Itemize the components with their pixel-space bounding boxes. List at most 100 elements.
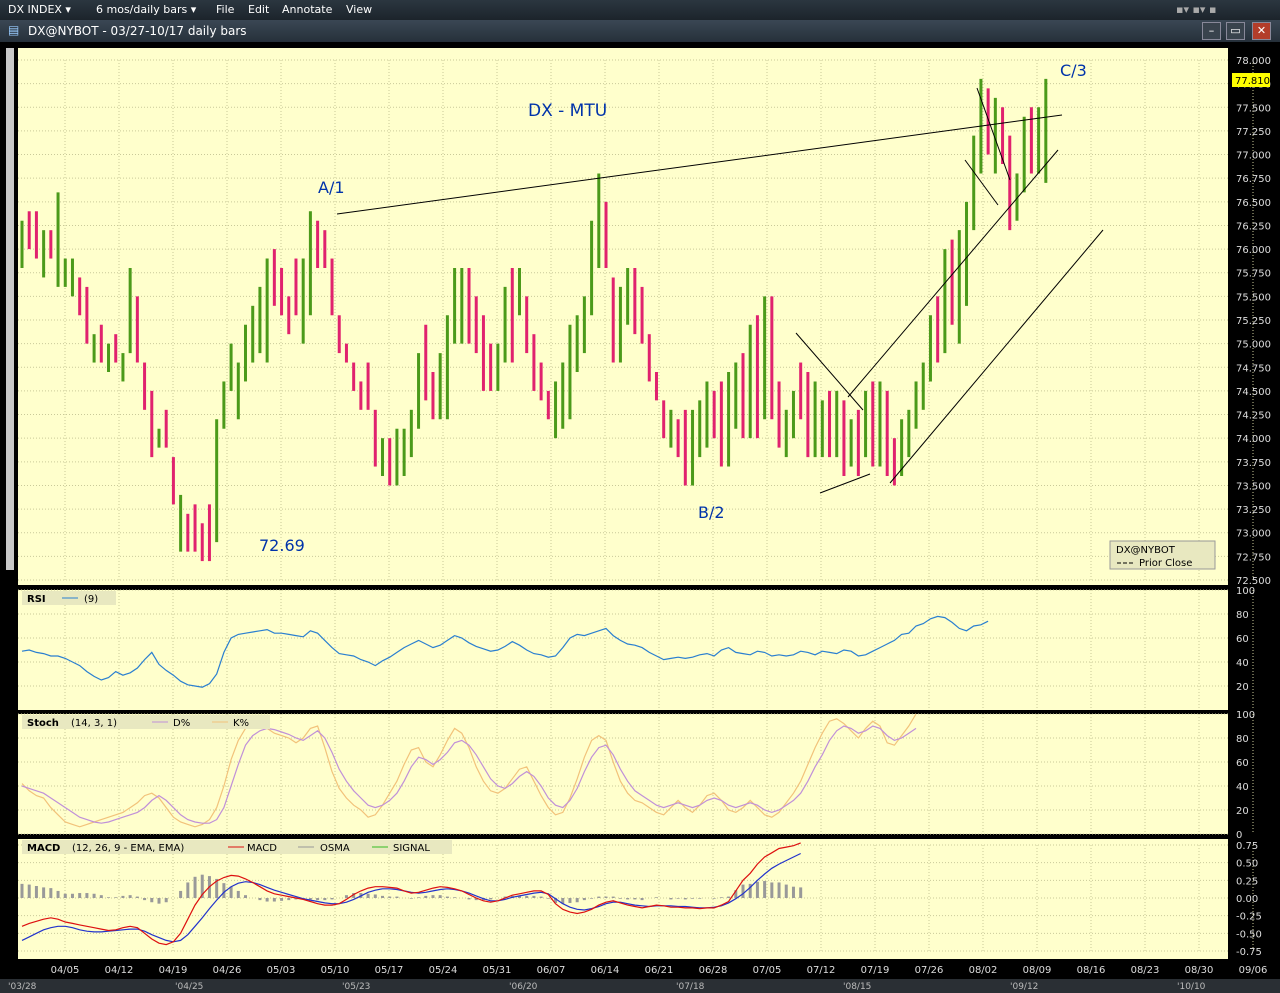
x-tick-label: 08/09: [1023, 965, 1052, 976]
x-tick-label: 07/26: [915, 965, 944, 976]
x-tick-label: 06/28: [699, 965, 728, 976]
legend-box: [1109, 540, 1216, 570]
x-tick-label: 05/31: [483, 965, 512, 976]
y-tick-label: 74.500: [1236, 387, 1271, 398]
toolbar-icons[interactable]: ▪▾ ▪▾ ▪: [1176, 3, 1217, 16]
menu-view[interactable]: View: [346, 3, 373, 16]
x-tick-label: 05/17: [375, 965, 404, 976]
d-label: D%: [173, 718, 190, 729]
vertical-scrollbar[interactable]: [6, 48, 14, 570]
chart-area: 78.00077.75077.50077.25077.00076.75076.5…: [0, 42, 1280, 993]
y-tick-label: 75.250: [1236, 316, 1271, 327]
time-scrollbar[interactable]: [0, 979, 1280, 993]
x-tick-label: 06/07: [537, 965, 566, 976]
d-line: [21, 725, 917, 824]
x-tick-label: 04/12: [105, 965, 134, 976]
symbol-label: DX INDEX: [8, 3, 62, 16]
y-tick-label: 74.250: [1236, 411, 1271, 422]
y-tick-label: 76.750: [1236, 174, 1271, 185]
chart-titlebar: ▤ DX@NYBOT - 03/27-10/17 daily bars – ▭ …: [0, 20, 1280, 42]
y-tick-label: 0: [1236, 830, 1242, 841]
rsi-line: [21, 615, 989, 688]
y-tick-label: 72.750: [1236, 552, 1271, 563]
label-low: 72.69: [259, 536, 305, 555]
y-tick-label: 0.75: [1236, 841, 1258, 852]
x-tick-label: 08/02: [969, 965, 998, 976]
minimize-button[interactable]: –: [1202, 22, 1221, 40]
macd-legend: MACD (12, 26, 9 - EMA, EMA) MACD OSMA SI…: [22, 840, 452, 854]
x-tick-label: 07/19: [861, 965, 890, 976]
x-tick-label: 08/30: [1185, 965, 1214, 976]
y-tick-label: -0.25: [1236, 912, 1262, 923]
x-sub-label: '07/18: [676, 982, 705, 992]
y-tick-label: 73.250: [1236, 505, 1271, 516]
y-tick-label: 0.50: [1236, 859, 1258, 870]
y-tick-label: 60: [1236, 758, 1249, 769]
rsi-grid: [18, 589, 1254, 710]
osma-histogram: [20, 874, 803, 904]
maximize-button[interactable]: ▭: [1226, 22, 1245, 40]
stoch-y-axis: 100 80 60 40 20 0: [1236, 710, 1255, 841]
last-price-value: 77.810: [1235, 76, 1270, 87]
label-a1: A/1: [318, 178, 345, 197]
menu-bar: DX INDEX ▾ 6 mos/daily bars ▾ File Edit …: [0, 0, 1280, 20]
x-sub-label: '03/28: [8, 982, 37, 992]
stoch-legend-box: [22, 715, 270, 729]
stoch-lines: [21, 713, 917, 828]
k-line: [21, 713, 917, 828]
k-label: K%: [233, 718, 249, 729]
y-tick-label: 100: [1236, 586, 1255, 597]
close-button[interactable]: ✕: [1252, 22, 1271, 40]
macd-line-label: MACD: [247, 843, 277, 854]
y-tick-label: 77.250: [1236, 127, 1271, 138]
y-tick-label: 80: [1236, 734, 1249, 745]
x-tick-label: 05/03: [267, 965, 296, 976]
y-tick-label: 100: [1236, 710, 1255, 721]
y-tick-label: 60: [1236, 634, 1249, 645]
period-dropdown[interactable]: 6 mos/daily bars ▾: [96, 3, 197, 16]
x-tick-label: 04/19: [159, 965, 188, 976]
x-tick-label: 05/24: [429, 965, 458, 976]
x-sub-label: '09/12: [1010, 982, 1038, 992]
macd-y-axis: 0.75 0.50 0.25 0.00 -0.25 -0.50 -0.75: [1236, 841, 1262, 958]
legend-prior-close: Prior Close: [1139, 558, 1192, 569]
trendline-channel-2: [889, 229, 1104, 484]
y-tick-label: 20: [1236, 682, 1249, 693]
y-tick-label: -0.50: [1236, 929, 1262, 940]
menu-annotate[interactable]: Annotate: [282, 3, 333, 16]
x-tick-label: 08/23: [1131, 965, 1160, 976]
rsi-y-axis: 100 80 60 40 20: [1236, 586, 1255, 693]
y-tick-label: 74.750: [1236, 363, 1271, 374]
x-tick-label: 07/12: [807, 965, 836, 976]
y-tick-label: 78.000: [1236, 56, 1271, 67]
x-tick-label: 06/21: [645, 965, 674, 976]
y-tick-label: 73.000: [1236, 529, 1271, 540]
trendline-channel-1: [847, 149, 1059, 398]
label-c3: C/3: [1060, 61, 1087, 80]
y-tick-label: 76.250: [1236, 221, 1271, 232]
symbol-dropdown[interactable]: DX INDEX ▾: [8, 3, 71, 16]
y-tick-label: 0.25: [1236, 876, 1258, 887]
menu-file[interactable]: File: [216, 3, 235, 16]
x-tick-label: 06/14: [591, 965, 620, 976]
y-tick-label: 76.500: [1236, 198, 1271, 209]
menu-edit[interactable]: Edit: [248, 3, 270, 16]
price-bars: [20, 78, 1048, 562]
stoch-grid: [18, 713, 1254, 835]
trendline-flag-2: [964, 159, 999, 206]
x-tick-label: 07/05: [753, 965, 782, 976]
y-tick-label: -0.75: [1236, 947, 1262, 958]
osma-label: OSMA: [320, 843, 350, 854]
y-tick-label: 73.750: [1236, 458, 1271, 469]
chart-title: DX - MTU: [528, 101, 607, 121]
rsi-lines: [21, 615, 989, 688]
trendline-wedge-1: [795, 332, 864, 411]
x-tick-label: 09/06: [1239, 965, 1268, 976]
y-tick-label: 76.000: [1236, 245, 1271, 256]
last-price-badge: [1232, 73, 1270, 87]
macd-label: MACD: [27, 843, 60, 854]
stoch-params: (14, 3, 1): [71, 718, 117, 729]
x-axis: 04/05 04/12 04/19 04/26 05/03 05/10 05/17 05/24…: [51, 965, 1268, 976]
macd-params: (12, 26, 9 - EMA, EMA): [72, 843, 184, 854]
y-tick-label: 77.000: [1236, 151, 1271, 162]
